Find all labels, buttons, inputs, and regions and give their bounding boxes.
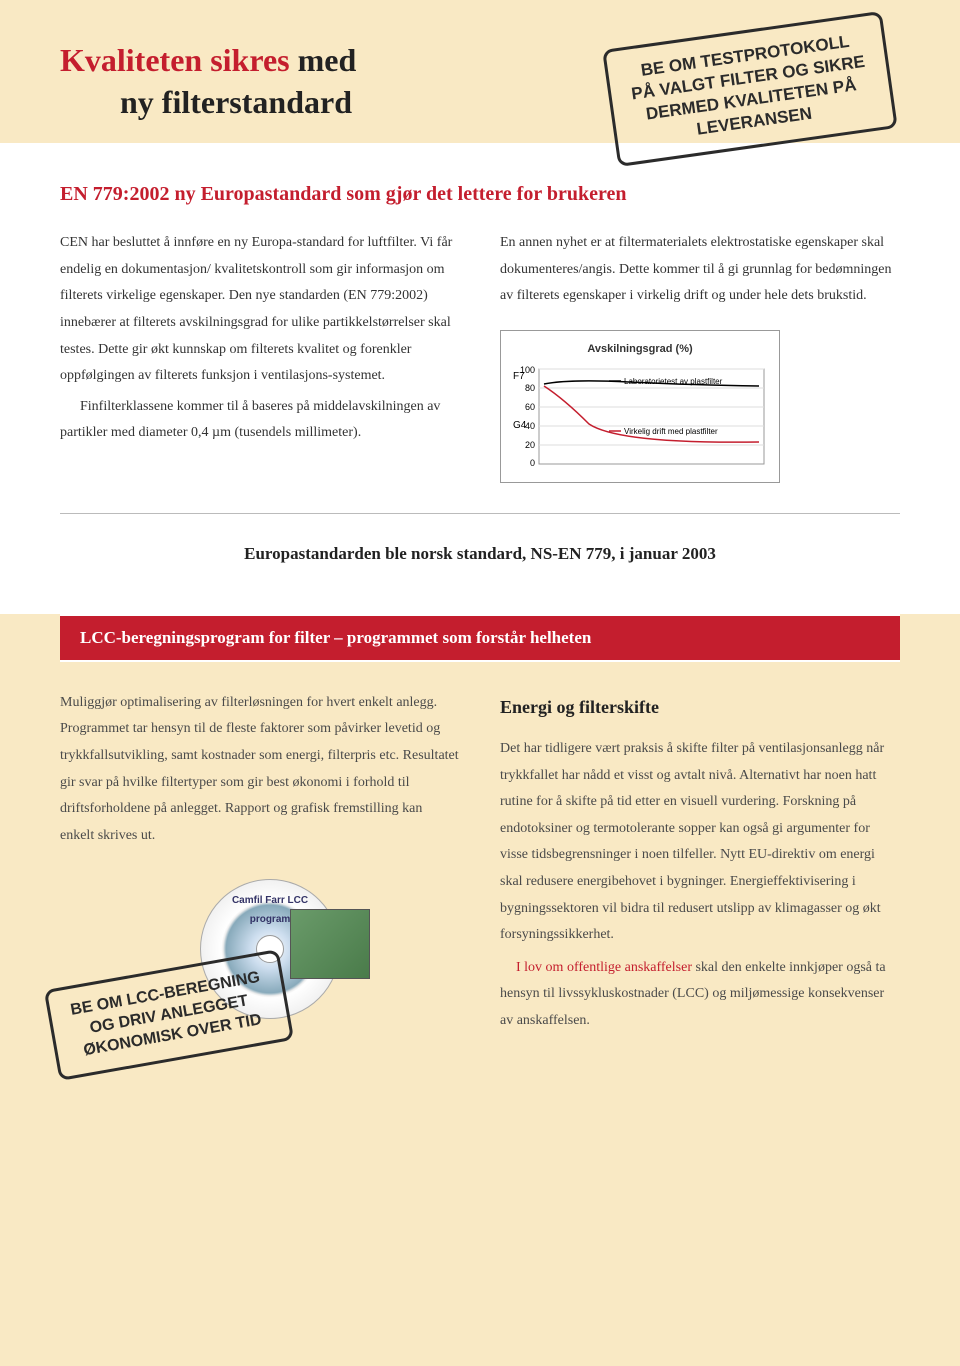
lower-right-p1: Det har tidligere vært praksis å skifte …: [500, 736, 900, 949]
ylabel-20: 20: [525, 440, 535, 450]
energy-heading: Energi og filterskifte: [500, 690, 900, 724]
title-part-black: med: [290, 42, 357, 78]
left-label-g4: G4: [513, 420, 527, 431]
stamp-bottom: BE OM LCC-BEREGNING OG DRIV ANLEGGET ØKO…: [44, 949, 294, 1081]
ylabel-60: 60: [525, 402, 535, 412]
title-part-red: Kvaliteten sikres: [60, 42, 290, 78]
column-left: CEN har besluttet å innføre en ny Europa…: [60, 230, 460, 483]
series1-label: Laboratorietest av plastfilter: [624, 377, 723, 386]
lower-right-p2: I lov om offentlige anskaffelser skal de…: [500, 955, 900, 1035]
two-column-layout: CEN har besluttet å innføre en ny Europa…: [60, 230, 900, 483]
ylabel-40: 40: [525, 421, 535, 431]
chart-container: Avskilningsgrad (%) 100 80 60 40 20 0: [500, 330, 780, 483]
filter-cube-icon: [290, 909, 370, 979]
title-line2: ny filterstandard: [120, 84, 352, 120]
page-header: Kvaliteten sikres med ny filterstandard …: [0, 0, 960, 143]
europ-standard-line: Europastandarden ble norsk standard, NS-…: [60, 544, 900, 564]
divider: [60, 513, 900, 514]
lower-section: LCC-beregningsprogram for filter – progr…: [0, 614, 960, 1130]
ylabel-80: 80: [525, 383, 535, 393]
lower-left-text: Muliggjør optimalisering av filterløsnin…: [60, 690, 460, 850]
lower-col-right: Energi og filterskifte Det har tidligere…: [500, 690, 900, 1070]
col1-p1: CEN har besluttet å innføre en ny Europa…: [60, 230, 460, 390]
column-right: En annen nyhet er at filtermaterialets e…: [500, 230, 900, 483]
lower-columns: Muliggjør optimalisering av filterløsnin…: [60, 690, 900, 1070]
ylabel-0: 0: [530, 458, 535, 468]
subtitle: EN 779:2002 ny Europastandard som gjør d…: [60, 183, 900, 206]
series2-label: Virkelig drift med plastfilter: [624, 427, 718, 436]
left-label-f7: F7: [513, 371, 525, 382]
main-content: EN 779:2002 ny Europastandard som gjør d…: [0, 143, 960, 614]
chart-svg: 100 80 60 40 20 0 F7 G4 Laboratorietest …: [509, 364, 769, 474]
chart-title: Avskilningsgrad (%): [509, 339, 771, 360]
red-banner: LCC-beregningsprogram for filter – progr…: [60, 614, 900, 662]
red-inline-text: I lov om offentlige anskaffelser: [516, 960, 692, 975]
lower-col-left: Muliggjør optimalisering av filterløsnin…: [60, 690, 460, 1070]
cd-image-block: Camfil Farr LCC program BE OM LCC-BEREGN…: [60, 869, 460, 1069]
col2-p1: En annen nyhet er at filtermaterialets e…: [500, 230, 900, 310]
col1-p2: Finfilterklassene kommer til å baseres p…: [60, 394, 460, 447]
